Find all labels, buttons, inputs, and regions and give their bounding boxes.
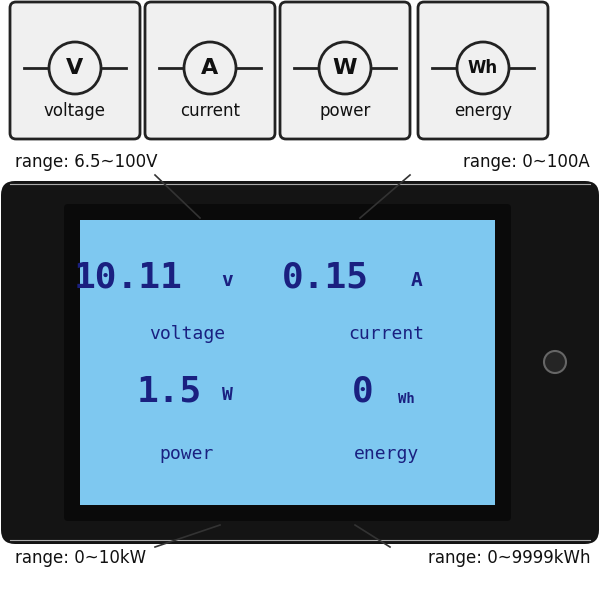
Text: voltage: voltage	[149, 325, 225, 343]
Text: 0.15: 0.15	[282, 260, 369, 294]
Text: Wh: Wh	[398, 392, 415, 406]
Text: energy: energy	[454, 101, 512, 119]
Text: energy: energy	[354, 445, 419, 463]
Circle shape	[184, 42, 236, 94]
Text: power: power	[160, 445, 214, 463]
Text: range: 6.5~100V: range: 6.5~100V	[15, 153, 157, 171]
Circle shape	[49, 42, 101, 94]
Text: 1.5: 1.5	[137, 374, 202, 408]
Circle shape	[457, 42, 509, 94]
Circle shape	[319, 42, 371, 94]
Text: 10.11: 10.11	[73, 260, 182, 294]
Text: voltage: voltage	[44, 101, 106, 119]
Text: A: A	[411, 271, 422, 290]
FancyBboxPatch shape	[280, 2, 410, 139]
Text: range: 0~9999kWh: range: 0~9999kWh	[427, 549, 590, 567]
Text: power: power	[319, 101, 371, 119]
Text: A: A	[202, 58, 218, 78]
Text: 0: 0	[352, 374, 374, 408]
Text: v: v	[221, 271, 233, 290]
Text: current: current	[180, 101, 240, 119]
FancyBboxPatch shape	[1, 181, 599, 544]
Circle shape	[544, 351, 566, 373]
Text: V: V	[67, 58, 83, 78]
Text: range: 0~10kW: range: 0~10kW	[15, 549, 146, 567]
Text: Wh: Wh	[468, 59, 498, 77]
Text: W: W	[333, 58, 357, 78]
Text: W: W	[221, 386, 232, 404]
FancyBboxPatch shape	[418, 2, 548, 139]
FancyBboxPatch shape	[145, 2, 275, 139]
Text: current: current	[349, 325, 425, 343]
FancyBboxPatch shape	[64, 204, 511, 521]
Text: range: 0~100A: range: 0~100A	[463, 153, 590, 171]
FancyBboxPatch shape	[80, 220, 495, 505]
FancyBboxPatch shape	[10, 2, 140, 139]
